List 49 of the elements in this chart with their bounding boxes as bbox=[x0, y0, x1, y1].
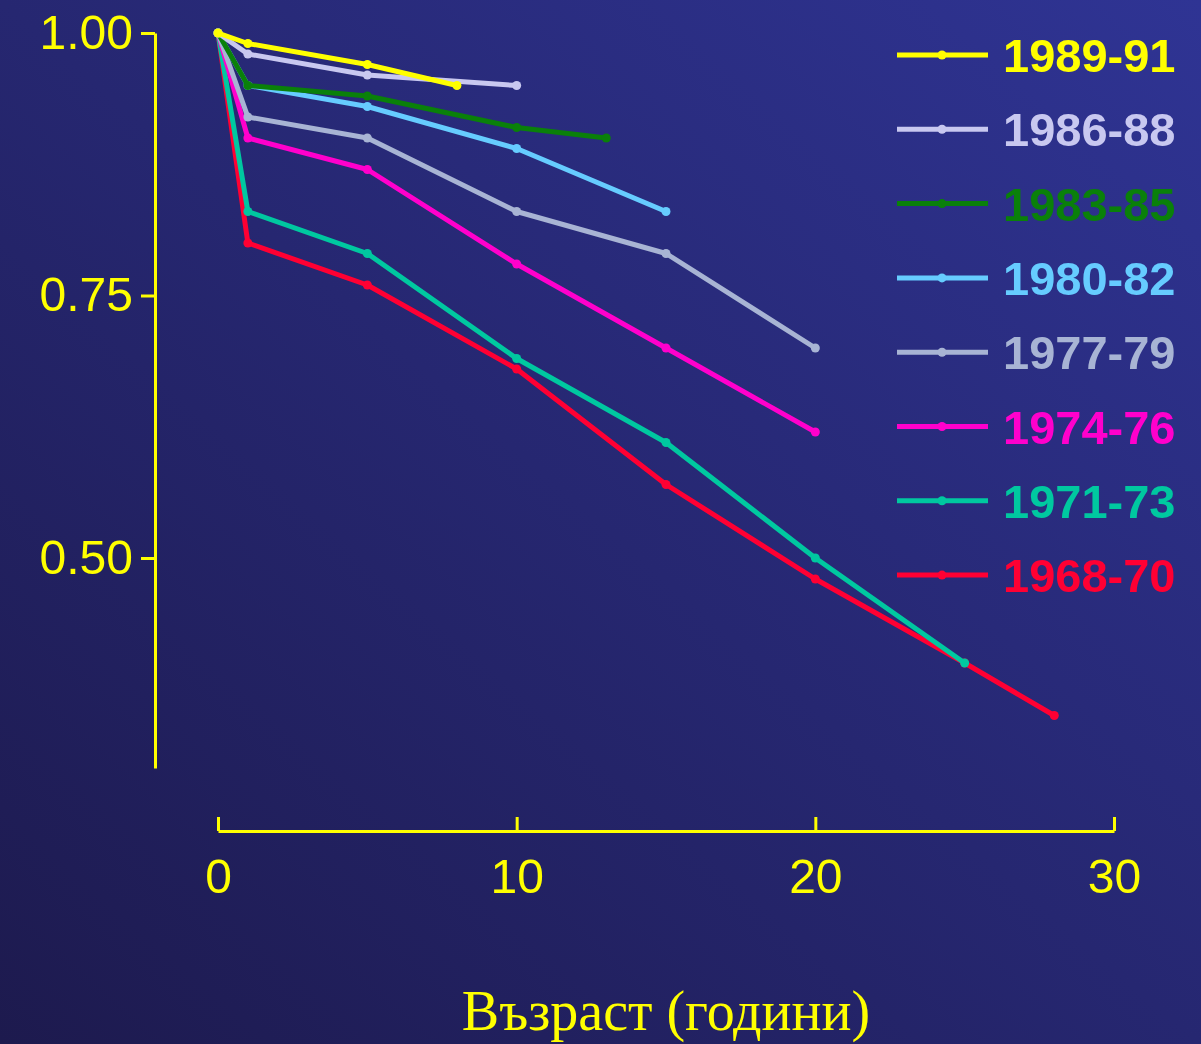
x-axis-title: Възраст (години) bbox=[461, 980, 871, 1043]
x-tick-label: 20 bbox=[789, 850, 843, 904]
x-tick-label: 0 bbox=[205, 850, 232, 904]
point bbox=[512, 123, 522, 132]
point bbox=[243, 238, 253, 248]
point bbox=[601, 133, 611, 143]
point bbox=[661, 249, 671, 258]
point bbox=[810, 574, 820, 584]
point bbox=[1049, 711, 1059, 720]
y-tick-label: 0.50 bbox=[39, 530, 133, 584]
legend-label: 1974-76 bbox=[1003, 400, 1176, 454]
point bbox=[512, 354, 522, 363]
legend-label: 1980-82 bbox=[1003, 251, 1176, 305]
point bbox=[243, 207, 253, 216]
legend-label: 1983-85 bbox=[1003, 177, 1176, 231]
point bbox=[362, 70, 372, 80]
y-tick-label: 0.75 bbox=[39, 268, 133, 322]
legend-label: 1986-88 bbox=[1003, 103, 1176, 157]
point bbox=[512, 259, 522, 269]
point bbox=[362, 91, 372, 101]
point bbox=[243, 39, 253, 48]
point bbox=[243, 49, 253, 59]
point bbox=[810, 553, 820, 563]
legend-label: 1971-73 bbox=[1003, 474, 1176, 528]
point bbox=[661, 480, 671, 489]
point bbox=[362, 280, 372, 290]
point bbox=[362, 102, 372, 111]
point bbox=[243, 133, 253, 143]
point bbox=[362, 249, 372, 258]
legend-label: 1989-91 bbox=[1003, 29, 1176, 82]
point bbox=[362, 60, 372, 69]
y-tick-label: 1.00 bbox=[39, 5, 133, 59]
point bbox=[810, 343, 820, 353]
point bbox=[810, 427, 820, 437]
x-tick-label: 30 bbox=[1087, 850, 1142, 904]
point bbox=[512, 144, 522, 153]
point bbox=[243, 112, 253, 122]
point bbox=[512, 81, 522, 90]
point bbox=[512, 207, 522, 216]
x-tick-label: 10 bbox=[490, 850, 544, 904]
point bbox=[661, 207, 671, 216]
point bbox=[512, 364, 522, 374]
point bbox=[362, 133, 372, 143]
legend-label: 1977-79 bbox=[1003, 326, 1176, 380]
point bbox=[661, 343, 671, 353]
point bbox=[661, 438, 671, 447]
point bbox=[452, 81, 462, 90]
legend-label: 1968-70 bbox=[1003, 549, 1176, 603]
point bbox=[362, 165, 372, 174]
